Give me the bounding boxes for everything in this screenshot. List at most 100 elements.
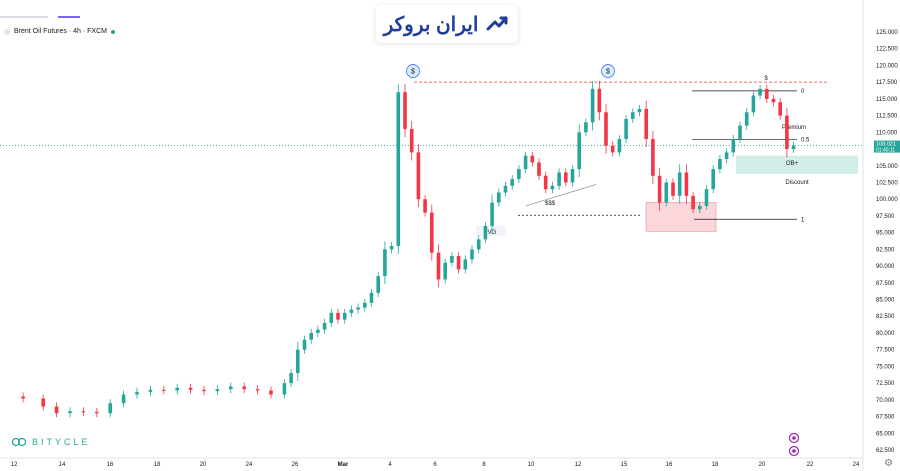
candle-body <box>316 329 320 333</box>
candle-body <box>296 349 300 374</box>
x-tick-label: 24 <box>853 462 860 468</box>
candle-body <box>791 145 796 150</box>
candle-body <box>389 246 394 250</box>
toolbar-tab-indicator[interactable] <box>0 16 48 18</box>
candle-body <box>363 302 367 308</box>
candle-body <box>771 98 776 103</box>
candle-body <box>785 115 789 150</box>
candle-body <box>711 169 715 190</box>
candle-body <box>309 332 313 340</box>
logo-text: ایران بروکر <box>383 13 479 36</box>
candle-body <box>698 205 702 210</box>
candle-body <box>269 390 273 395</box>
candle-body <box>604 112 608 146</box>
candle-body <box>242 386 246 390</box>
dollar-icon <box>406 64 420 78</box>
fib-level-label: 0.5 <box>801 138 810 144</box>
candle-body <box>383 249 387 277</box>
candle-body <box>121 394 126 404</box>
candle-body <box>336 312 340 320</box>
candle-body <box>671 182 675 196</box>
candle-body <box>557 172 561 186</box>
candle-body <box>41 398 45 407</box>
x-tick-label: 10 <box>528 462 535 468</box>
candle-body <box>255 389 260 391</box>
y-tick-label: 117.500 <box>876 80 898 86</box>
candle-body <box>202 389 206 392</box>
bitycle-text: BITYCLE <box>32 437 91 447</box>
y-tick-label: 82.500 <box>876 314 895 320</box>
candle-body <box>523 155 528 170</box>
y-tick-label: 62.500 <box>876 448 895 454</box>
y-tick-label: 85.000 <box>876 298 895 304</box>
y-tick-label: 102.500 <box>876 180 898 186</box>
candle-body <box>631 112 635 119</box>
y-tick-label: 105.000 <box>876 164 898 170</box>
y-tick-label: 65.000 <box>876 431 895 437</box>
candle-body <box>624 118 628 140</box>
candle-body <box>282 383 287 395</box>
y-tick-label: 112.500 <box>876 114 898 120</box>
candle-body <box>54 406 59 414</box>
candle-body <box>215 389 220 392</box>
logo-banner: ایران بروکر <box>376 5 518 43</box>
candle-body <box>543 175 548 190</box>
x-tick-label: 12 <box>11 462 18 468</box>
toolbar-tab-indicator-active[interactable] <box>58 16 80 18</box>
candle-body <box>463 259 468 270</box>
fib-level-label: 0 <box>801 89 805 95</box>
candle-body <box>490 202 494 226</box>
candle-body <box>644 108 648 140</box>
candle-body <box>778 102 782 116</box>
y-tick-label: 95.000 <box>876 231 895 237</box>
candle-body <box>229 386 233 390</box>
candle-body <box>724 152 729 160</box>
x-tick-label: 4 <box>388 462 392 468</box>
x-tick-label: 26 <box>292 462 299 468</box>
ob-zone <box>736 155 858 174</box>
candle-body <box>95 411 99 414</box>
candle-body <box>765 88 769 99</box>
candle-body <box>135 391 139 395</box>
candle-body <box>677 172 682 196</box>
candle-body <box>443 262 447 280</box>
candle-body <box>657 175 662 203</box>
candle-body <box>651 139 655 176</box>
candle-body <box>349 309 354 313</box>
candle-body <box>289 373 293 384</box>
candle-body <box>436 252 441 280</box>
ob-label: OB+ <box>786 161 799 167</box>
bitycle-icon <box>12 437 26 447</box>
candle-body <box>430 212 434 253</box>
gear-icon[interactable]: ⚙ <box>884 458 893 469</box>
candle-body <box>597 88 602 113</box>
fvg-label: FVG <box>484 230 497 236</box>
symbol-legend[interactable]: Brent Oil Futures · 4h · FXCM <box>4 28 115 35</box>
discount-label: Discount <box>785 180 809 186</box>
candle-body <box>476 239 481 250</box>
candle-body <box>376 276 380 293</box>
last-price-tag <box>874 140 900 153</box>
event-icon-dot <box>792 449 796 453</box>
y-tick-label: 122.500 <box>876 47 898 53</box>
y-tick-label: 115.000 <box>876 97 898 103</box>
market-open-icon <box>110 29 115 34</box>
y-tick-label: 70.000 <box>876 398 895 404</box>
candle-body <box>416 152 421 200</box>
x-tick-label: 6 <box>433 462 437 468</box>
candle-body <box>590 88 595 123</box>
candle-body <box>550 185 555 190</box>
y-tick-label: 110.000 <box>876 130 898 136</box>
x-tick-label: 12 <box>575 462 582 468</box>
candle-body <box>617 139 622 153</box>
candle-body <box>751 95 756 113</box>
x-tick-label: 20 <box>759 462 766 468</box>
x-tick-label: 14 <box>59 462 66 468</box>
candle-body <box>537 162 541 176</box>
x-tick-label: 15 <box>621 462 628 468</box>
candle-body <box>637 108 642 113</box>
candle-body <box>758 88 762 96</box>
candle-body <box>450 256 454 263</box>
